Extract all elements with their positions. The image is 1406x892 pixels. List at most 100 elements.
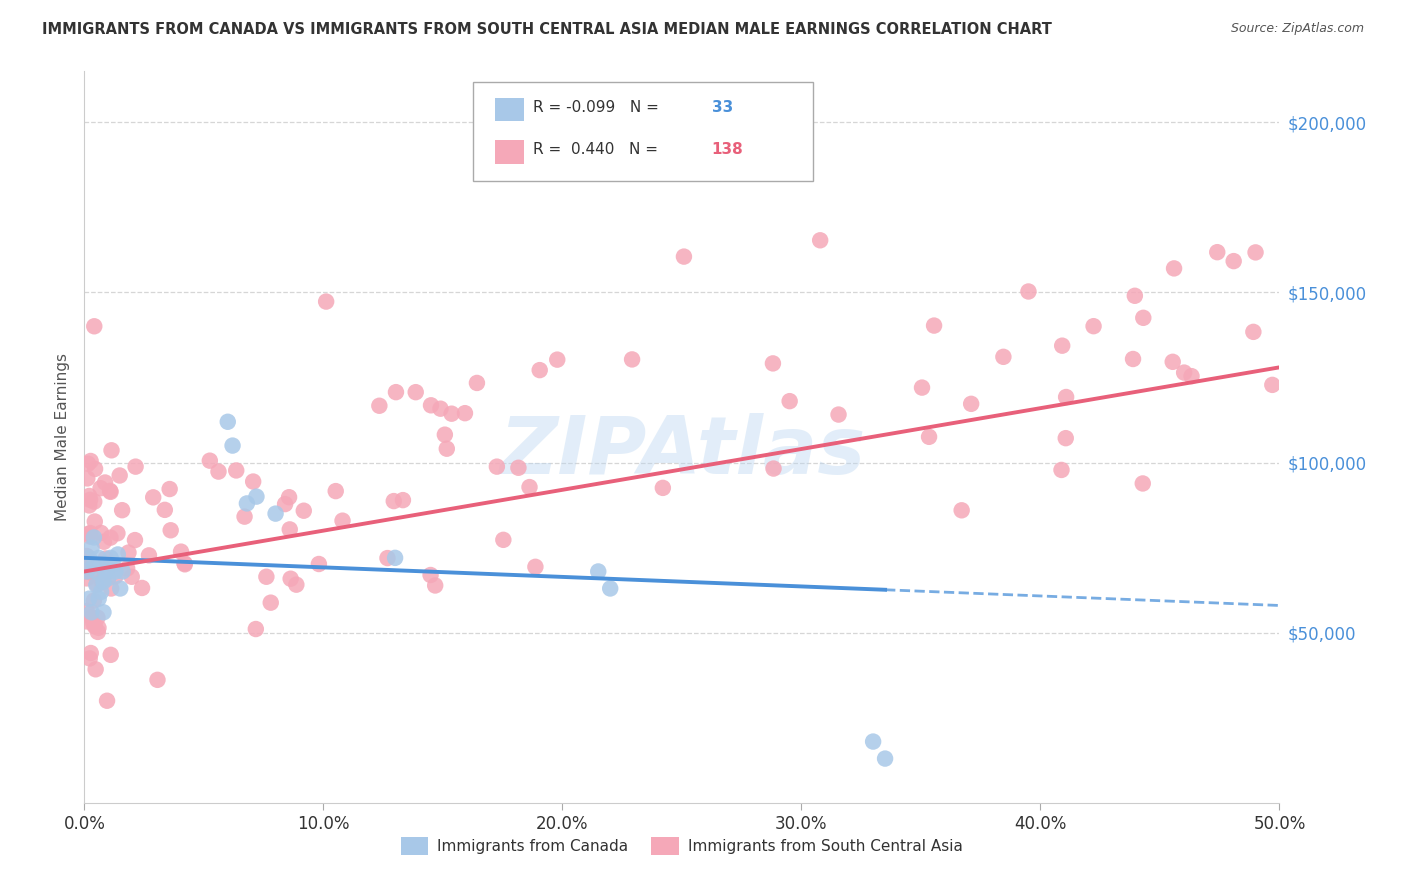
Point bbox=[1050, 339, 1073, 353]
Point bbox=[76, 471, 98, 485]
Point bbox=[80, 610, 103, 624]
Point bbox=[508, 460, 530, 475]
Point bbox=[1017, 285, 1039, 299]
Text: Source: ZipAtlas.com: Source: ZipAtlas.com bbox=[1230, 22, 1364, 36]
Point bbox=[1261, 377, 1284, 392]
Point bbox=[1054, 431, 1077, 445]
Point bbox=[83, 619, 105, 633]
Point bbox=[84, 462, 107, 476]
Point bbox=[80, 646, 103, 660]
Point bbox=[433, 427, 456, 442]
Point bbox=[419, 568, 441, 582]
Point bbox=[960, 397, 983, 411]
Point bbox=[377, 551, 399, 566]
Point bbox=[124, 533, 146, 547]
Point bbox=[76, 549, 98, 563]
Point bbox=[245, 622, 267, 636]
Point bbox=[911, 381, 934, 395]
Point bbox=[76, 615, 98, 629]
Point bbox=[993, 350, 1015, 364]
Point bbox=[1206, 245, 1229, 260]
Point bbox=[546, 352, 568, 367]
Point bbox=[115, 561, 138, 575]
Point bbox=[1054, 390, 1077, 404]
Point bbox=[392, 493, 415, 508]
Point bbox=[76, 571, 98, 585]
Point bbox=[862, 734, 884, 748]
Point bbox=[1161, 355, 1184, 369]
Point bbox=[87, 591, 110, 606]
Point bbox=[100, 484, 122, 499]
Point bbox=[225, 463, 247, 477]
Point bbox=[98, 483, 121, 498]
Point bbox=[90, 574, 112, 589]
Point bbox=[425, 578, 447, 592]
Point bbox=[94, 551, 117, 566]
Point bbox=[94, 565, 117, 579]
Point bbox=[1050, 463, 1073, 477]
Point bbox=[86, 577, 108, 591]
Point bbox=[315, 294, 337, 309]
Point bbox=[87, 624, 110, 639]
Point bbox=[325, 484, 347, 499]
Point bbox=[274, 497, 297, 511]
Point bbox=[278, 490, 301, 504]
Point bbox=[519, 480, 541, 494]
Point bbox=[107, 548, 129, 562]
Point bbox=[111, 565, 134, 579]
Point bbox=[588, 565, 610, 579]
Point bbox=[332, 514, 354, 528]
Point bbox=[76, 604, 98, 618]
Point bbox=[104, 565, 127, 579]
Point bbox=[405, 385, 427, 400]
Point bbox=[233, 509, 256, 524]
Point bbox=[96, 694, 118, 708]
Point bbox=[77, 499, 100, 513]
Point bbox=[87, 621, 110, 635]
Point bbox=[77, 591, 100, 606]
Point bbox=[599, 582, 621, 596]
Point bbox=[83, 494, 105, 508]
Point bbox=[83, 515, 105, 529]
Point bbox=[308, 557, 330, 571]
Point bbox=[245, 490, 267, 504]
Point bbox=[93, 534, 115, 549]
Point bbox=[221, 439, 243, 453]
Point bbox=[524, 559, 547, 574]
Point bbox=[1122, 351, 1144, 366]
Point bbox=[76, 562, 98, 576]
Point bbox=[94, 566, 117, 581]
Point bbox=[100, 443, 122, 458]
Point bbox=[918, 430, 941, 444]
FancyBboxPatch shape bbox=[495, 140, 524, 163]
Point bbox=[84, 662, 107, 676]
Point bbox=[77, 527, 100, 541]
Point bbox=[368, 399, 391, 413]
Point bbox=[121, 570, 143, 584]
Point bbox=[83, 531, 105, 545]
Point bbox=[79, 526, 101, 541]
Point bbox=[108, 468, 131, 483]
Point bbox=[159, 523, 181, 537]
Point bbox=[101, 558, 124, 572]
Point bbox=[1132, 310, 1154, 325]
Point bbox=[76, 565, 98, 579]
Point bbox=[159, 482, 181, 496]
Point bbox=[762, 356, 785, 370]
Point bbox=[207, 465, 229, 479]
Text: ZIPAtlas: ZIPAtlas bbox=[499, 413, 865, 491]
Point bbox=[254, 570, 277, 584]
Point bbox=[827, 408, 849, 422]
Point bbox=[110, 582, 132, 596]
Point bbox=[153, 503, 176, 517]
Point bbox=[79, 529, 101, 543]
Point bbox=[875, 751, 897, 765]
Point bbox=[138, 549, 160, 563]
Point bbox=[672, 250, 695, 264]
Point bbox=[762, 461, 785, 475]
Point bbox=[86, 610, 108, 624]
Point bbox=[80, 541, 103, 555]
Point bbox=[117, 545, 139, 559]
Point bbox=[922, 318, 945, 333]
Point bbox=[264, 507, 287, 521]
